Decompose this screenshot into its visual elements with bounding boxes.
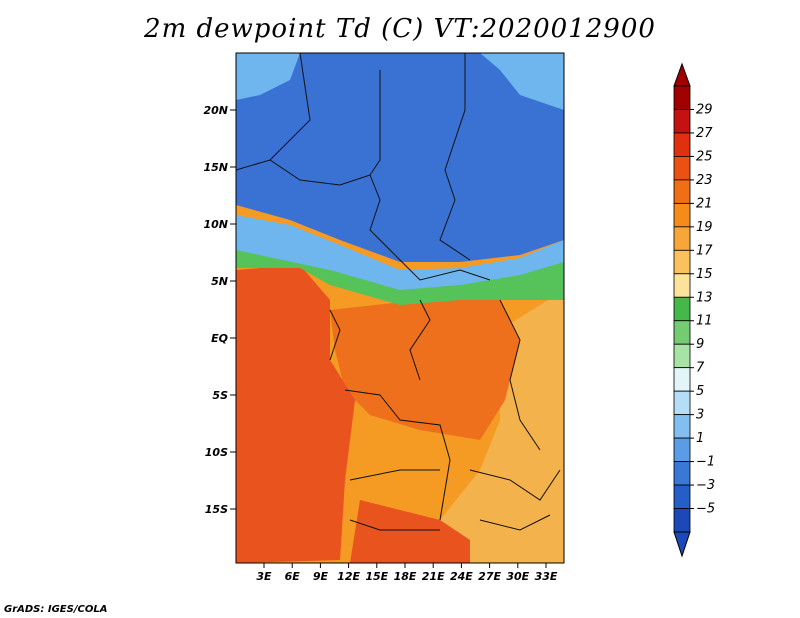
colorbar-label: 25 — [696, 149, 713, 164]
colorbar-label: 9 — [696, 337, 704, 352]
colorbar-swatch — [673, 249, 691, 275]
credit-text: GrADS: IGES/COLA — [4, 604, 108, 615]
longitude-axis: 3E 6E 9E 12E 15E 18E 21E 24E 27E 30E 33E — [256, 563, 558, 583]
lon-label: 12E — [337, 570, 360, 583]
sahara-light-patches — [236, 53, 564, 110]
colorbar-swatch — [673, 296, 691, 322]
lon-label: 30E — [506, 570, 529, 583]
lon-label: 24E — [450, 570, 473, 583]
lat-label: 10N — [203, 218, 228, 231]
congo-field — [330, 300, 520, 440]
colorbar-swatch — [673, 461, 691, 486]
lat-label: 5S — [212, 389, 228, 402]
colorbar-label: 7 — [696, 361, 705, 376]
colorbar-label: 15 — [696, 267, 713, 282]
colorbar-swatch — [673, 202, 691, 228]
sahara-field — [236, 53, 564, 262]
latitude-axis: 20N 15N 10N 5N EQ 5S 10S 15S — [203, 104, 236, 516]
sahel-transition — [236, 215, 564, 290]
colorbar: 29 27 25 23 21 19 17 15 13 11 9 7 5 3 1 −1 −3 −5 — [673, 62, 715, 558]
lat-label: 15S — [205, 503, 228, 516]
colorbar-label: 1 — [696, 431, 704, 446]
southern-coast-field — [350, 500, 470, 563]
lon-label: 21E — [422, 570, 445, 583]
colorbar-swatch — [673, 85, 691, 110]
colorbar-swatch — [673, 437, 691, 462]
colorbar-swatch — [673, 508, 691, 533]
colorbar-label: −1 — [696, 455, 715, 470]
colorbar-label: 23 — [696, 173, 713, 188]
lat-label: 15N — [203, 161, 228, 174]
colorbar-swatch — [673, 109, 691, 134]
colorbar-swatch — [673, 390, 691, 416]
colorbar-top-arrow — [673, 62, 691, 87]
lon-label: 18E — [394, 570, 417, 583]
lon-label: 15E — [365, 570, 388, 583]
colorbar-label: 13 — [696, 290, 713, 305]
colorbar-swatch — [673, 132, 691, 157]
colorbar-swatch — [673, 273, 691, 298]
lon-label: 3E — [256, 570, 272, 583]
map-title: 2m dewpoint Td (C) VT:2020012900 — [144, 14, 656, 44]
colorbar-swatch — [673, 179, 691, 204]
map-field — [236, 53, 564, 563]
lat-label: EQ — [211, 332, 228, 345]
colorbar-label: 17 — [696, 243, 713, 258]
colorbar-label: −3 — [696, 478, 715, 493]
colorbar-swatch — [673, 367, 691, 392]
lon-label: 27E — [478, 570, 501, 583]
lon-label: 6E — [285, 570, 301, 583]
colorbar-label: 11 — [696, 314, 713, 329]
colorbar-label: 27 — [696, 126, 713, 141]
colorbar-label: 3 — [696, 408, 704, 423]
colorbar-label: 29 — [696, 102, 713, 117]
colorbar-label: 19 — [696, 220, 713, 235]
colorbar-label: 21 — [696, 196, 713, 211]
colorbar-swatch — [673, 226, 691, 251]
colorbar-swatch — [673, 414, 691, 439]
colorbar-label: 5 — [696, 384, 704, 399]
lat-label: 20N — [203, 104, 228, 117]
colorbar-bottom-arrow — [673, 531, 691, 558]
colorbar-swatch — [673, 484, 691, 509]
lat-label: 5N — [211, 275, 228, 288]
colorbar-swatch — [673, 343, 691, 369]
lon-label: 33E — [535, 570, 558, 583]
lat-label: 10S — [205, 446, 228, 459]
map-frame — [235, 52, 565, 564]
atlantic-field — [236, 265, 355, 563]
colorbar-label: −5 — [696, 502, 715, 517]
country-borders — [236, 53, 561, 531]
green-band — [236, 240, 564, 305]
colorbar-swatch — [673, 320, 691, 345]
colorbar-swatch — [673, 156, 691, 181]
lon-label: 9E — [313, 570, 329, 583]
